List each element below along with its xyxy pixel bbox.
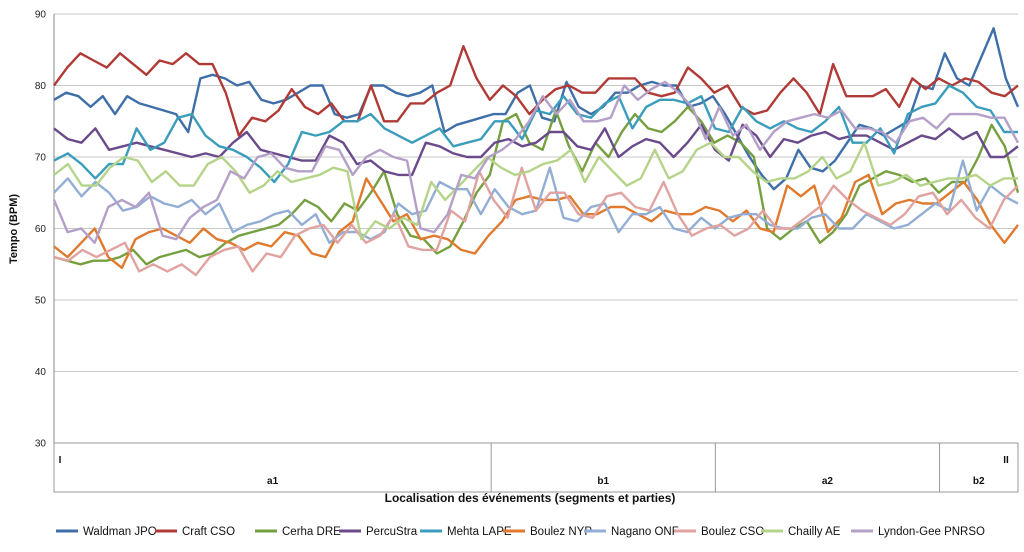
segment-label: b1: [597, 476, 609, 487]
segment-bands: a1 b1 a2 b2I II: [53, 442, 1019, 493]
series-lines: [52, 27, 1020, 277]
series-line: [53, 141, 1018, 241]
part-label: II: [1003, 455, 1009, 466]
segment-band-frame: [53, 442, 1019, 493]
legend-label: Waldman JPO: [83, 526, 157, 538]
legend-label: Boulez NYP: [530, 526, 592, 538]
segment-label: a1: [267, 476, 279, 487]
y-axis-ticks: 30 40 50 60 70 80 90: [35, 10, 47, 450]
segment-label: b2: [973, 476, 985, 487]
series-line: [52, 80, 1020, 245]
legend-label: Chailly AE: [788, 526, 841, 538]
legend-label: Lyndon-Gee PNRSO: [878, 526, 985, 538]
y-tick-label: 90: [35, 10, 47, 21]
legend-label: Craft CSO: [182, 526, 235, 538]
y-tick-label: 50: [35, 296, 47, 307]
legend-label: Boulez CSO: [701, 526, 764, 538]
legend-label: PercuStra: [366, 526, 418, 538]
legend-label: Cerha DRE: [282, 526, 341, 538]
y-tick-label: 40: [35, 367, 47, 378]
gridlines: [53, 13, 1018, 444]
y-axis-label: Tempo (BPM): [8, 194, 20, 264]
series-line: [53, 123, 1019, 177]
y-tick-label: 70: [35, 153, 47, 164]
y-tick-label: 80: [35, 81, 47, 92]
series-line: [53, 173, 1019, 269]
legend-label: Nagano ONF: [611, 526, 679, 538]
x-axis-label: Localisation des événements (segments et…: [385, 491, 676, 505]
segment-label: a2: [822, 476, 834, 487]
series-line: [53, 166, 1019, 277]
series-line: [53, 105, 1020, 266]
part-label: I: [59, 455, 62, 466]
legend: Waldman JPO Craft CSO Cerha DRE PercuStra Me…: [56, 526, 985, 538]
y-tick-label: 30: [35, 439, 47, 450]
y-tick-label: 60: [35, 224, 47, 235]
legend-label: Mehta LAPE: [447, 526, 512, 538]
